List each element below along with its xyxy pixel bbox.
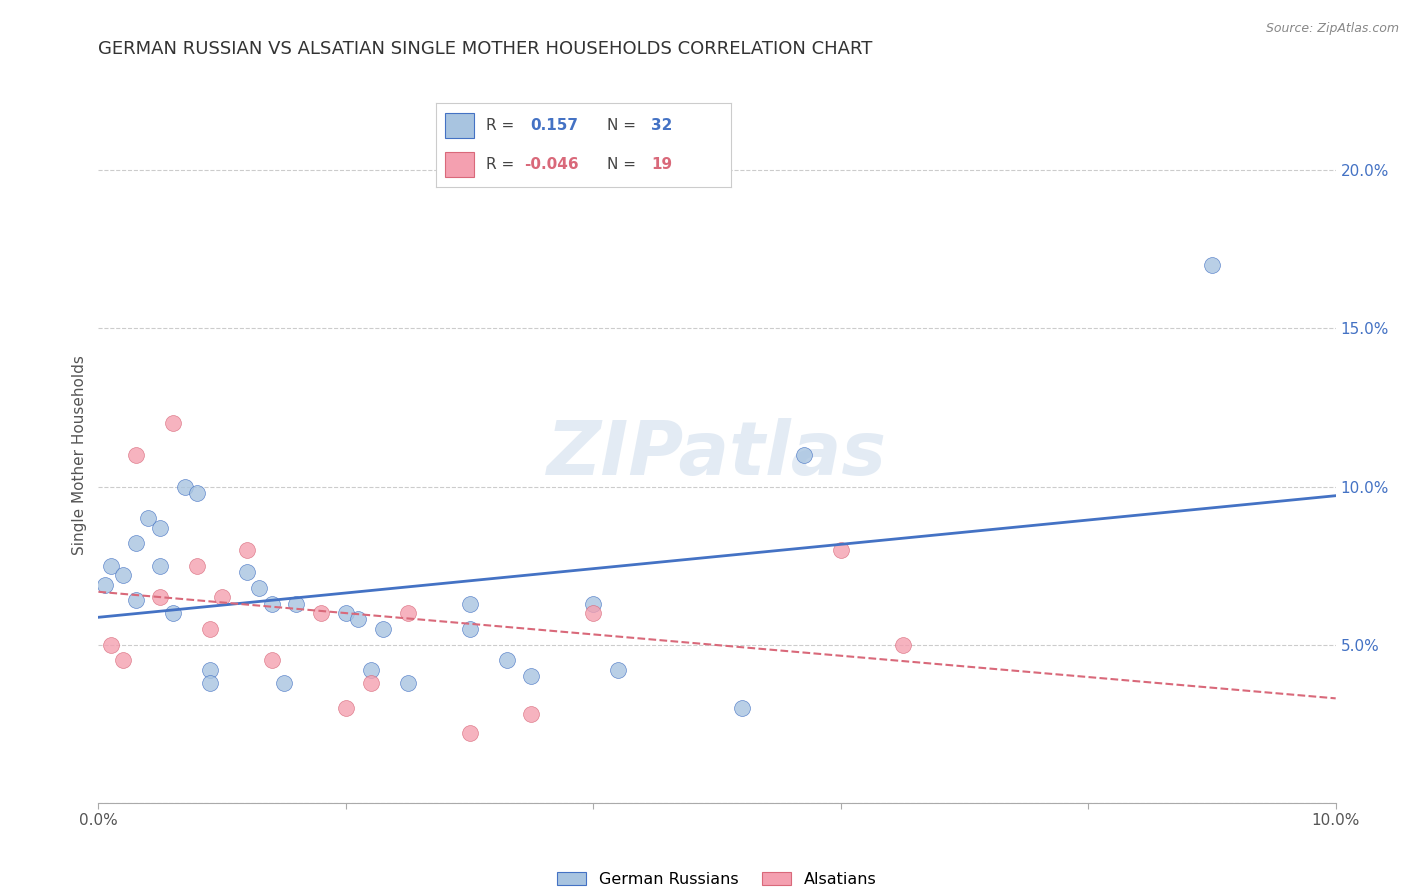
Point — [112, 653, 135, 667]
Text: R =: R = — [486, 157, 515, 172]
Point — [174, 479, 197, 493]
Point — [582, 597, 605, 611]
Point — [285, 597, 308, 611]
Point — [273, 675, 295, 690]
Point — [124, 448, 146, 462]
Text: N =: N = — [607, 157, 636, 172]
Text: N =: N = — [607, 118, 636, 133]
Point — [458, 726, 481, 740]
Point — [198, 675, 221, 690]
Point — [309, 606, 332, 620]
Point — [335, 606, 357, 620]
Legend: German Russians, Alsatians: German Russians, Alsatians — [551, 865, 883, 892]
Point — [520, 707, 543, 722]
Point — [124, 593, 146, 607]
Point — [247, 581, 270, 595]
Point — [1201, 258, 1223, 272]
Point — [93, 577, 115, 591]
Point — [335, 701, 357, 715]
Point — [830, 542, 852, 557]
Point — [731, 701, 754, 715]
Point — [236, 565, 259, 579]
Point — [124, 536, 146, 550]
Point — [136, 511, 159, 525]
Point — [112, 568, 135, 582]
Text: R =: R = — [486, 118, 515, 133]
Text: 32: 32 — [651, 118, 673, 133]
Text: -0.046: -0.046 — [524, 157, 579, 172]
Point — [458, 622, 481, 636]
Point — [371, 622, 394, 636]
Bar — [444, 152, 474, 178]
Y-axis label: Single Mother Households: Single Mother Households — [72, 355, 87, 555]
Text: 19: 19 — [651, 157, 672, 172]
Point — [347, 612, 370, 626]
Point — [582, 606, 605, 620]
Point — [149, 558, 172, 573]
Text: 0.157: 0.157 — [530, 118, 578, 133]
Point — [260, 597, 283, 611]
Text: Source: ZipAtlas.com: Source: ZipAtlas.com — [1265, 22, 1399, 36]
Point — [607, 663, 630, 677]
Point — [149, 521, 172, 535]
Bar — [444, 112, 474, 138]
Point — [198, 622, 221, 636]
Point — [186, 486, 208, 500]
Point — [162, 417, 184, 431]
Point — [149, 591, 172, 605]
Point — [100, 638, 122, 652]
Point — [236, 542, 259, 557]
Point — [396, 675, 419, 690]
Text: GERMAN RUSSIAN VS ALSATIAN SINGLE MOTHER HOUSEHOLDS CORRELATION CHART: GERMAN RUSSIAN VS ALSATIAN SINGLE MOTHER… — [98, 40, 873, 58]
Point — [793, 448, 815, 462]
Point — [360, 663, 382, 677]
Point — [360, 675, 382, 690]
Point — [211, 591, 233, 605]
Point — [891, 638, 914, 652]
Point — [100, 558, 122, 573]
Point — [162, 606, 184, 620]
Point — [458, 597, 481, 611]
Point — [495, 653, 517, 667]
Point — [260, 653, 283, 667]
Text: ZIPatlas: ZIPatlas — [547, 418, 887, 491]
Point — [198, 663, 221, 677]
Point — [396, 606, 419, 620]
Point — [186, 558, 208, 573]
Point — [520, 669, 543, 683]
